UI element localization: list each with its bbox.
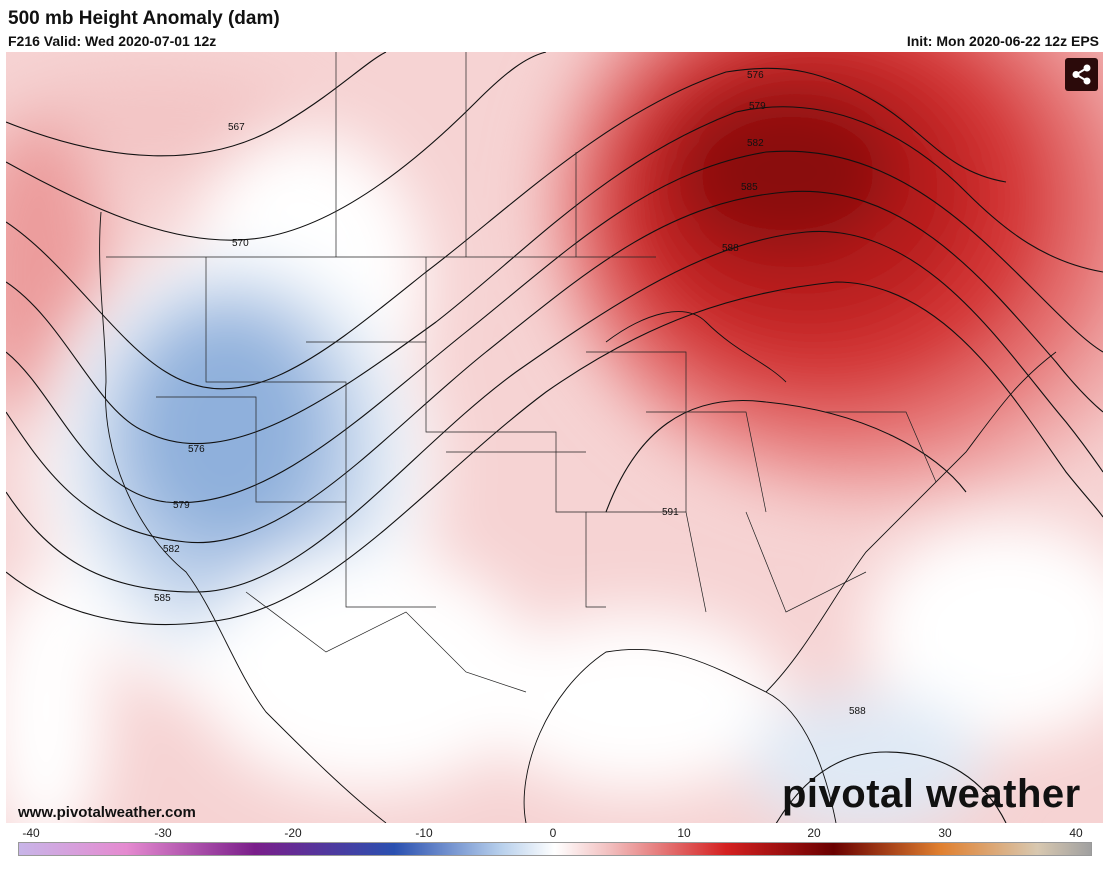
border-line — [425, 257, 606, 608]
border-line — [586, 351, 687, 512]
contour-label: 588 — [849, 706, 866, 717]
contour-line — [775, 751, 1007, 823]
colorbar-tick: -20 — [284, 826, 302, 840]
init-time: Init: Mon 2020-06-22 12z EPS — [906, 33, 1099, 49]
contour-label: 585 — [741, 182, 758, 193]
contour-label: 591 — [662, 507, 679, 518]
coastline — [523, 649, 837, 823]
border-line — [586, 511, 707, 613]
coastline — [99, 211, 387, 823]
colorbar-tick: 0 — [549, 826, 557, 840]
colorbar — [18, 842, 1092, 856]
pivotal-weather-logo: pivotal weather — [782, 772, 1081, 816]
border-line — [156, 396, 346, 503]
contour-line — [6, 230, 1103, 593]
share-icon — [1072, 64, 1091, 85]
border-line — [646, 411, 767, 513]
colorbar-tick: 30 — [938, 826, 952, 840]
anomaly-shading — [6, 52, 1103, 823]
contour-line — [6, 67, 1007, 390]
contour-label: 585 — [154, 593, 171, 604]
political-borders — [106, 52, 937, 693]
contour-lines — [6, 52, 1103, 823]
contour-label: 570 — [232, 238, 249, 249]
colorbar-tick: 40 — [1069, 826, 1083, 840]
contour-line — [6, 52, 387, 157]
contour-line — [6, 190, 1103, 544]
map-title: 500 mb Height Anomaly (dam) — [8, 8, 280, 29]
contour-label: 576 — [747, 70, 764, 81]
website-link[interactable]: www.pivotalweather.com — [18, 804, 196, 821]
contour-line — [6, 106, 1103, 445]
colorbar-tick: 20 — [807, 826, 821, 840]
border-line — [205, 257, 436, 608]
coastline — [605, 311, 787, 383]
border-line — [245, 591, 527, 693]
border-line — [826, 411, 937, 483]
colorbar-tick: 10 — [677, 826, 691, 840]
contour-labels: 567 570 576 579 582 585 576 579 582 585 … — [154, 70, 866, 717]
contour-label: 576 — [188, 444, 205, 455]
contour-line — [6, 281, 1103, 626]
valid-time: F216 Valid: Wed 2020-07-01 12z — [8, 33, 217, 49]
contour-line — [6, 150, 1103, 504]
contour-label: 579 — [749, 101, 766, 112]
contour-label: 567 — [228, 122, 245, 133]
colorbar-tick: -10 — [415, 826, 433, 840]
contour-label: 582 — [163, 544, 180, 555]
contour-line — [605, 400, 967, 513]
border-line — [745, 511, 867, 613]
colorbar-tick: -30 — [154, 826, 172, 840]
coastlines — [99, 211, 1057, 823]
height-anomaly-map: 567 570 576 579 582 585 576 579 582 585 … — [6, 52, 1103, 823]
colorbar-tick: -40 — [22, 826, 40, 840]
coastline — [765, 351, 1057, 693]
contour-label: 582 — [747, 138, 764, 149]
contour-label: 579 — [173, 500, 190, 511]
map-panel[interactable]: 567 570 576 579 582 585 576 579 582 585 … — [6, 52, 1103, 823]
contour-label: 588 — [722, 243, 739, 254]
share-button[interactable] — [1065, 58, 1098, 91]
